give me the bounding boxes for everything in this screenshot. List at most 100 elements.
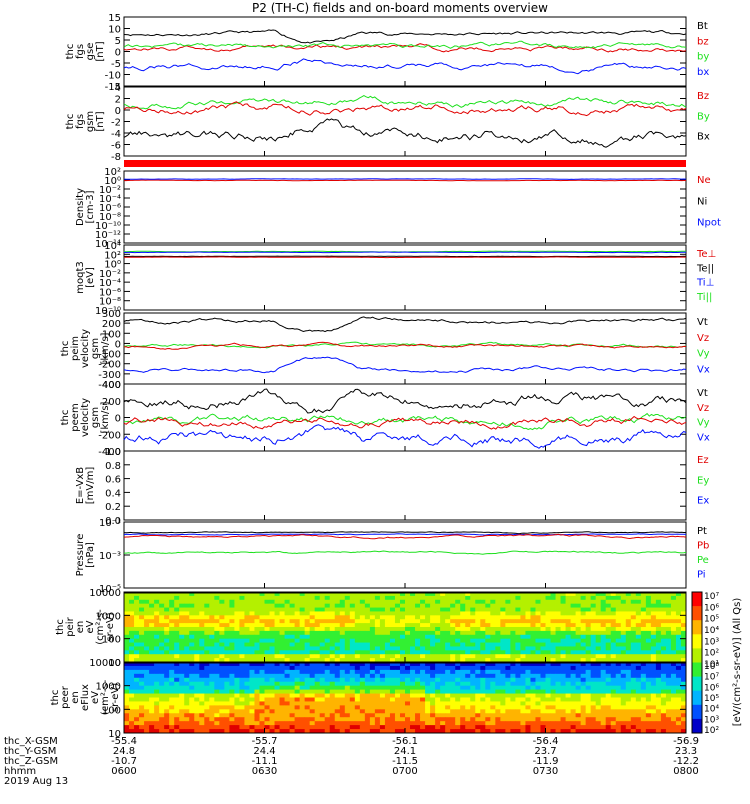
heatmap-cell [369,725,376,730]
heatmap-cell [199,681,205,687]
heatmap-cell [309,705,316,710]
heatmap-cell [455,607,461,612]
heatmap-cell [590,709,597,714]
heatmap-cell [224,669,230,675]
x-row-value: -11.1 [252,756,278,767]
heatmap-cell [319,611,326,616]
heatmap-cell [259,627,265,632]
heatmap-cell [495,685,501,691]
heatmap-cell [279,681,285,687]
heatmap-cell [535,681,541,687]
heatmap-cell [204,681,210,687]
heatmap-cell [389,729,396,734]
heatmap-cell [124,646,130,651]
heatmap-cell [389,681,396,687]
heatmap-cell [640,592,647,597]
heatmap-cell [505,709,511,714]
heatmap-cell [134,677,140,683]
heatmap-cell [640,662,647,667]
heatmap-cell [349,725,356,730]
heatmap-cell [405,634,411,640]
heatmap-cell [650,665,657,671]
y-tick-label: 4 [115,83,121,94]
heatmap-cell [244,689,250,694]
heatmap-cell [500,697,506,702]
heatmap-cell [530,642,536,647]
heatmap-cell [174,665,180,671]
heatmap-cell [550,701,556,706]
heatmap-cell [490,658,496,663]
heatmap-cell [595,599,602,605]
heatmap-cell [490,619,496,624]
heatmap-cell [600,721,607,726]
heatmap-cell [179,701,185,706]
heatmap-cell [605,662,612,667]
heatmap-cell [565,603,571,608]
heatmap-cell [209,665,215,671]
heatmap-cell [505,677,511,683]
heatmap-cell [440,619,446,624]
heatmap-cell [650,662,657,667]
heatmap-cell [189,693,195,698]
heatmap-cell [610,673,617,679]
heatmap-cell [540,701,546,706]
heatmap-cell [149,709,155,714]
heatmap-cell [379,627,386,632]
heatmap-cell [560,709,566,714]
heatmap-cell [174,654,180,659]
heatmap-cell [570,717,577,722]
heatmap-cell [455,658,461,663]
heatmap-cell [470,623,476,628]
heatmap-cell [154,654,160,659]
heatmap-cell [364,665,371,671]
heatmap-cell [410,693,416,698]
heatmap-cell [530,603,536,608]
heatmap-cell [465,599,471,605]
heatmap-cell [124,669,130,675]
heatmap-cell [304,611,311,616]
heatmap-cell [374,658,381,663]
heatmap-cell [374,638,381,643]
heatmap-cell [440,603,446,608]
heatmap-cell [640,634,647,640]
heatmap-cell [525,725,531,730]
heatmap-cell [465,681,471,687]
heatmap-cell [570,646,577,651]
heatmap-cell [425,654,431,659]
heatmap-cell [314,681,321,687]
heatmap-cell [490,685,496,691]
heatmap-cell [530,627,536,632]
heatmap-cell [665,689,672,694]
heatmap-cell [570,623,577,628]
heatmap-cell [485,662,491,667]
heatmap-cell [520,717,526,722]
heatmap-cell [224,646,230,651]
heatmap-cell [314,717,321,722]
heatmap-cell [354,717,361,722]
heatmap-cell [410,595,416,601]
heatmap-cell [354,662,361,667]
legend-Ex: Ex [697,496,709,507]
y-tick-label: 200 [102,397,121,408]
y-tick-label: 10⁰ [104,176,121,187]
colorbar-tick-2: 10² [704,726,719,736]
heatmap-cell [540,638,546,643]
heatmap-cell [124,642,130,647]
heatmap-cell [169,595,175,601]
heatmap-cell [615,705,622,710]
heatmap-cell [364,646,371,651]
heatmap-cell [480,662,486,667]
heatmap-cell [329,595,336,601]
heatmap-cell [274,592,280,597]
heatmap-cell [204,658,210,663]
heatmap-cell [139,701,145,706]
heatmap-cell [329,619,336,624]
heatmap-cell [575,669,582,675]
heatmap-cell [244,658,250,663]
heatmap-cell [329,693,336,698]
heatmap-cell [179,658,185,663]
heatmap-cell [399,693,406,698]
heatmap-cell [379,721,386,726]
heatmap-cell [515,630,521,636]
heatmap-cell [520,693,526,698]
